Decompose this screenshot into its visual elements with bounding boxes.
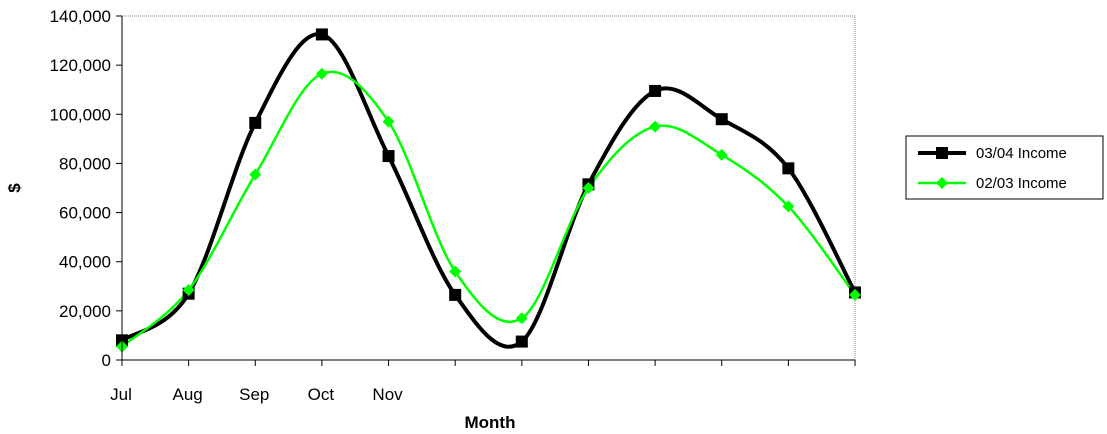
legend-items: 03/04 Income 02/03 Income [918,145,1067,192]
data-point-02-03-income [649,120,662,133]
legend: 03/04 Income 02/03 Income [905,135,1104,200]
data-point-02-03-income [449,265,462,278]
series-layer [116,28,861,353]
plot-area [121,15,856,361]
x-tick-label: Sep [239,385,269,404]
y-tick-label: 80,000 [59,154,111,173]
data-point-02-03-income [249,168,262,181]
data-point-03-04-income [715,113,728,126]
data-point-03-04-income [649,84,662,97]
data-point-03-04-income [315,28,328,41]
x-tick-label: Jul [110,385,132,404]
legend-marker-03-04-income [936,147,948,159]
legend-label-03-04-income: 03/04 Income [976,145,1067,162]
data-point-02-03-income [582,182,595,194]
data-point-03-04-income [382,150,395,163]
data-point-03-04-income [249,116,262,129]
legend-marker-02-03-income [936,177,948,189]
legend-label-02-03-income: 02/03 Income [976,175,1067,192]
y-tick-label: 140,000 [50,7,111,26]
x-tick-label: Oct [308,385,335,404]
x-axis-ticks: Jul Aug Sep Oct Nov [110,360,856,404]
y-tick-label: 120,000 [50,56,111,75]
data-point-02-03-income [782,200,795,213]
x-axis-title: Month [465,413,516,432]
data-point-02-03-income [715,148,728,161]
y-tick-label: 40,000 [59,253,111,272]
x-tick-label: Nov [372,385,403,404]
y-tick-label: 20,000 [59,302,111,321]
legend-box [905,135,1104,200]
x-tick-label: Aug [173,385,203,404]
data-point-03-04-income [782,162,795,175]
y-axis-title: $ [5,183,24,193]
data-point-02-03-income [382,115,395,128]
data-point-03-04-income [515,335,528,348]
y-tick-label: 0 [102,351,111,370]
y-tick-label: 60,000 [59,204,111,223]
y-axis-ticks: 0 20,000 40,000 60,000 80,000 100,000 120,000 1… [50,7,122,370]
y-tick-label: 100,000 [50,105,111,124]
data-point-02-03-income [515,312,528,325]
data-point-03-04-income [449,288,462,301]
data-point-02-03-income [849,288,861,301]
data-point-02-03-income [315,67,328,80]
data-point-02-03-income [182,283,195,296]
